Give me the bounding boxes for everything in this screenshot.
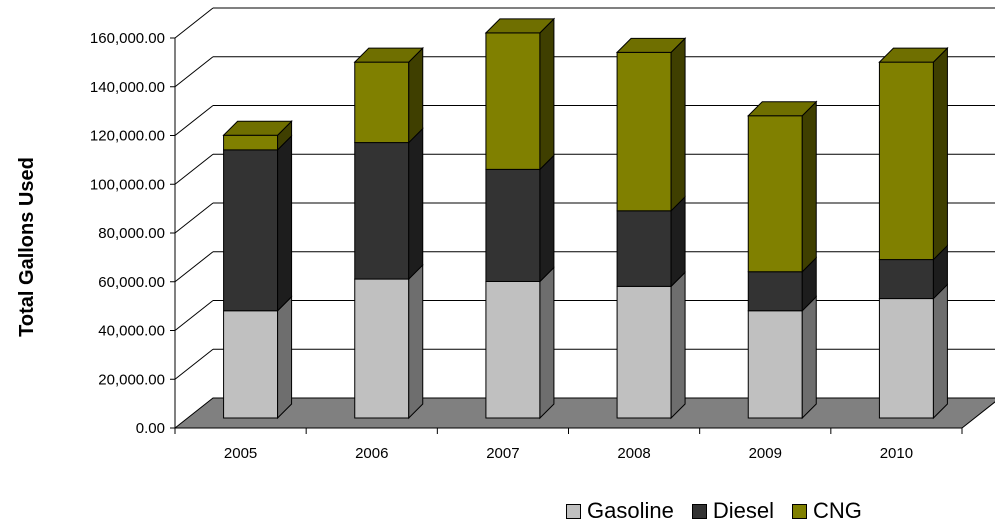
bar-top-2009 xyxy=(747,101,818,117)
bar-side-gasoline-2009 xyxy=(801,295,817,420)
bar-top-2006 xyxy=(353,47,424,63)
bar-top-2008 xyxy=(615,37,687,53)
gridline-depth xyxy=(174,105,214,136)
bar-side-cng-2009 xyxy=(801,100,817,273)
chart-floor xyxy=(173,397,995,429)
y-tick-label: 120,000.00 xyxy=(90,128,165,145)
x-tick-label: 2005 xyxy=(224,445,257,462)
bar-side-gasoline-2008 xyxy=(670,271,686,420)
bar-gasoline-2005 xyxy=(223,310,279,419)
bar-side-diesel-2006 xyxy=(408,127,424,281)
legend-swatch-cng xyxy=(791,503,807,519)
bar-gasoline-2008 xyxy=(616,285,672,419)
legend-swatch-diesel xyxy=(691,503,707,519)
bar-top-2010 xyxy=(878,47,949,63)
bar-side-diesel-2005 xyxy=(277,134,293,312)
bar-cng-2007 xyxy=(485,32,541,170)
bar-side-diesel-2008 xyxy=(670,195,686,288)
bar-cng-2009 xyxy=(747,115,803,273)
legend: Gasoline Diesel CNG xyxy=(566,498,880,524)
bar-side-cng-2010 xyxy=(932,46,948,261)
y-tick-label: 60,000.00 xyxy=(98,274,165,291)
bar-side-gasoline-2010 xyxy=(932,283,948,420)
x-tick-label: 2008 xyxy=(617,445,650,462)
y-tick-label: 160,000.00 xyxy=(90,30,165,47)
y-tick-label: 40,000.00 xyxy=(98,323,165,340)
bar-side-diesel-2007 xyxy=(539,154,555,283)
y-tick-label: 80,000.00 xyxy=(98,225,165,242)
bar-diesel-2006 xyxy=(354,142,410,280)
gridline-depth xyxy=(174,153,214,185)
bar-diesel-2008 xyxy=(616,210,672,287)
gridline-depth xyxy=(174,251,214,283)
legend-label-diesel: Diesel xyxy=(712,498,774,523)
legend-item-cng: CNG xyxy=(791,498,862,524)
gridline-depth xyxy=(174,56,214,88)
bar-diesel-2010 xyxy=(878,259,934,300)
bar-gasoline-2007 xyxy=(485,281,541,419)
x-tick-label: 2006 xyxy=(355,445,388,462)
bar-side-gasoline-2006 xyxy=(408,263,424,420)
gridline-depth xyxy=(174,348,214,380)
bar-diesel-2005 xyxy=(223,149,279,312)
legend-label-gasoline: Gasoline xyxy=(587,498,674,523)
bar-gasoline-2010 xyxy=(878,298,934,419)
x-tick-label: 2009 xyxy=(749,445,782,462)
bar-side-gasoline-2005 xyxy=(277,295,293,420)
legend-label-cng: CNG xyxy=(812,498,862,523)
legend-swatch-gasoline xyxy=(566,503,581,519)
bar-side-cng-2007 xyxy=(539,17,555,171)
bar-diesel-2007 xyxy=(485,168,541,282)
x-tick-label: 2010 xyxy=(880,445,913,462)
bar-top-2005 xyxy=(222,120,293,136)
bar-side-gasoline-2007 xyxy=(539,266,555,420)
legend-item-gasoline: Gasoline xyxy=(566,498,674,524)
bar-cng-2008 xyxy=(616,51,672,212)
bar-cng-2005 xyxy=(223,134,279,151)
gridline-depth xyxy=(174,300,214,331)
y-tick-label: 20,000.00 xyxy=(98,371,165,388)
bar-diesel-2009 xyxy=(747,271,803,312)
bar-side-cng-2008 xyxy=(670,37,686,213)
y-tick-label: 0.00 xyxy=(136,420,165,437)
gridline-depth xyxy=(174,202,214,234)
x-tick-label: 2007 xyxy=(486,445,519,462)
bar-top-2007 xyxy=(484,18,556,34)
y-tick-label: 140,000.00 xyxy=(90,79,165,96)
legend-item-diesel: Diesel xyxy=(691,498,774,524)
y-tick-label: 100,000.00 xyxy=(90,176,165,193)
y-axis-title: Total Gallons Used xyxy=(16,157,38,337)
bar-gasoline-2006 xyxy=(354,278,410,419)
bar-cng-2010 xyxy=(878,61,934,261)
bar-cng-2006 xyxy=(354,61,410,144)
bar-gasoline-2009 xyxy=(747,310,803,419)
gridline-depth xyxy=(174,7,214,39)
bar-side-cng-2006 xyxy=(408,46,424,144)
